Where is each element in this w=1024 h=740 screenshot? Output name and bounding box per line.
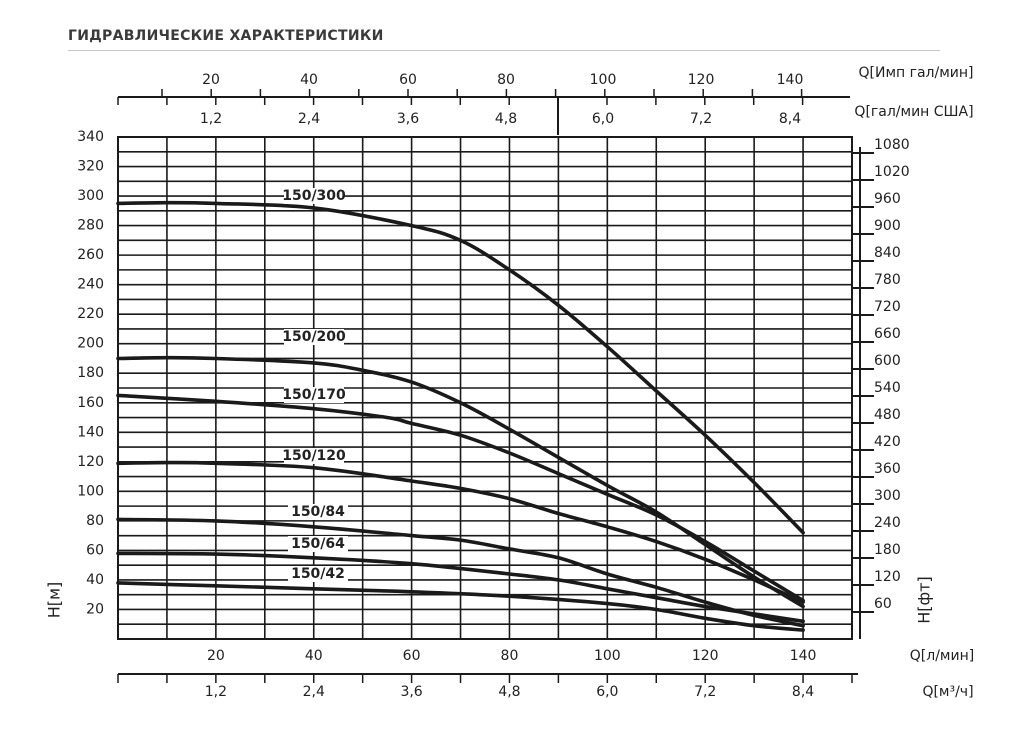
series-label: 150/120 bbox=[282, 448, 346, 464]
y-tick-label: 100 bbox=[77, 483, 104, 499]
series-label-bg bbox=[288, 566, 348, 582]
top-axis1-title: Q[Имп гал/мин] bbox=[859, 65, 974, 81]
series-line bbox=[116, 517, 805, 628]
x-tick-label: 140 bbox=[790, 648, 817, 664]
x2-tick-label: 1,2 bbox=[205, 684, 227, 700]
series-label-bg bbox=[284, 329, 344, 345]
top-axis1-tick-label: 80 bbox=[497, 72, 515, 88]
page-title: ГИДРАВЛИЧЕСКИЕ ХАРАКТЕРИСТИКИ bbox=[68, 28, 384, 44]
y-tick-label: 180 bbox=[77, 365, 104, 381]
y2-tick-label: 240 bbox=[874, 515, 901, 531]
x2-tick-label: 7,2 bbox=[694, 684, 716, 700]
y-tick-label: 340 bbox=[77, 129, 104, 145]
series-label: 150/300 bbox=[282, 188, 346, 204]
top-axis1-tick-label: 100 bbox=[590, 72, 617, 88]
y-tick-label: 60 bbox=[86, 542, 104, 558]
y-tick-label: 300 bbox=[77, 188, 104, 204]
top-axis2-tick-label: 1,2 bbox=[200, 111, 222, 127]
series-line bbox=[116, 393, 805, 603]
top-axis1-tick-label: 40 bbox=[300, 72, 318, 88]
y2-tick-label: 900 bbox=[874, 218, 901, 234]
y2-tick-label: 840 bbox=[874, 245, 901, 261]
y-tick-label: 200 bbox=[77, 336, 104, 352]
y-tick-label: 20 bbox=[86, 601, 104, 617]
y-tick-label: 160 bbox=[77, 395, 104, 411]
y-tick-label: 260 bbox=[77, 247, 104, 263]
y-tick-label: 120 bbox=[77, 454, 104, 470]
y2-tick-label: 1080 bbox=[874, 137, 910, 153]
y-axis-title: H[м] bbox=[45, 582, 64, 619]
y-tick-label: 280 bbox=[77, 218, 104, 234]
series-label: 150/200 bbox=[282, 329, 346, 345]
y2-tick-label: 420 bbox=[874, 434, 901, 450]
x-tick-label: 60 bbox=[403, 648, 421, 664]
series-label-bg bbox=[284, 448, 344, 464]
series-line bbox=[116, 460, 805, 604]
top-axis2-title: Q[гал/мин США] bbox=[854, 104, 973, 120]
series-line bbox=[116, 581, 805, 632]
y-tick-label: 80 bbox=[86, 513, 104, 529]
x2-tick-label: 6,0 bbox=[596, 684, 618, 700]
top-axis1-tick-label: 20 bbox=[202, 72, 220, 88]
y2-tick-label: 1020 bbox=[874, 164, 910, 180]
series-label-bg bbox=[284, 387, 344, 403]
y2-tick-label: 480 bbox=[874, 407, 901, 423]
x2-tick-label: 3,6 bbox=[400, 684, 422, 700]
plot-frame bbox=[117, 136, 853, 640]
x2-tick-label: 2,4 bbox=[303, 684, 325, 700]
y2-tick-label: 180 bbox=[874, 542, 901, 558]
y2-tick-label: 780 bbox=[874, 272, 901, 288]
series-label: 150/170 bbox=[282, 387, 346, 403]
y2-tick-label: 660 bbox=[874, 326, 901, 342]
x-tick-label: 40 bbox=[305, 648, 323, 664]
y-tick-label: 240 bbox=[77, 277, 104, 293]
top-axis2-tick-label: 2,4 bbox=[298, 111, 320, 127]
top-axis2-tick-label: 3,6 bbox=[397, 111, 419, 127]
series-label: 150/42 bbox=[291, 566, 345, 582]
top-axis2-tick-label: 6,0 bbox=[592, 111, 614, 127]
series-line bbox=[116, 551, 805, 624]
series-label: 150/84 bbox=[291, 504, 345, 520]
y2-tick-label: 360 bbox=[874, 461, 901, 477]
y2-tick-label: 720 bbox=[874, 299, 901, 315]
top-axis1-tick-label: 140 bbox=[777, 72, 804, 88]
y2-tick-label: 300 bbox=[874, 488, 901, 504]
series-label: 150/64 bbox=[291, 536, 345, 552]
y-tick-label: 320 bbox=[77, 159, 104, 175]
x2-axis-title: Q[м³/ч] bbox=[922, 684, 973, 700]
x-tick-label: 120 bbox=[692, 648, 719, 664]
y-tick-label: 140 bbox=[77, 424, 104, 440]
x-tick-label: 80 bbox=[501, 648, 519, 664]
series-line bbox=[116, 200, 805, 535]
title-divider bbox=[68, 50, 940, 51]
series-label-bg bbox=[288, 536, 348, 552]
series-label-bg bbox=[288, 504, 348, 520]
x2-tick-label: 8,4 bbox=[792, 684, 814, 700]
y2-axis-title: H[фт] bbox=[915, 576, 934, 624]
top-axis2-tick-label: 4,8 bbox=[495, 111, 517, 127]
y-tick-label: 220 bbox=[77, 306, 104, 322]
series-label-bg bbox=[284, 188, 344, 204]
y2-tick-label: 60 bbox=[874, 596, 892, 612]
y2-tick-label: 540 bbox=[874, 380, 901, 396]
x-tick-label: 20 bbox=[207, 648, 225, 664]
x2-tick-label: 4,8 bbox=[498, 684, 520, 700]
y2-tick-label: 120 bbox=[874, 569, 901, 585]
y2-tick-label: 600 bbox=[874, 353, 901, 369]
series-line bbox=[116, 355, 805, 609]
y-tick-label: 40 bbox=[86, 572, 104, 588]
x-axis-title: Q[л/мин] bbox=[910, 648, 974, 664]
top-axis2-tick-label: 7,2 bbox=[690, 111, 712, 127]
top-axis2-tick-label: 8,4 bbox=[779, 111, 801, 127]
top-axis1-tick-label: 120 bbox=[688, 72, 715, 88]
top-axis1-tick-label: 60 bbox=[399, 72, 417, 88]
y2-tick-label: 960 bbox=[874, 191, 901, 207]
x-tick-label: 100 bbox=[594, 648, 621, 664]
